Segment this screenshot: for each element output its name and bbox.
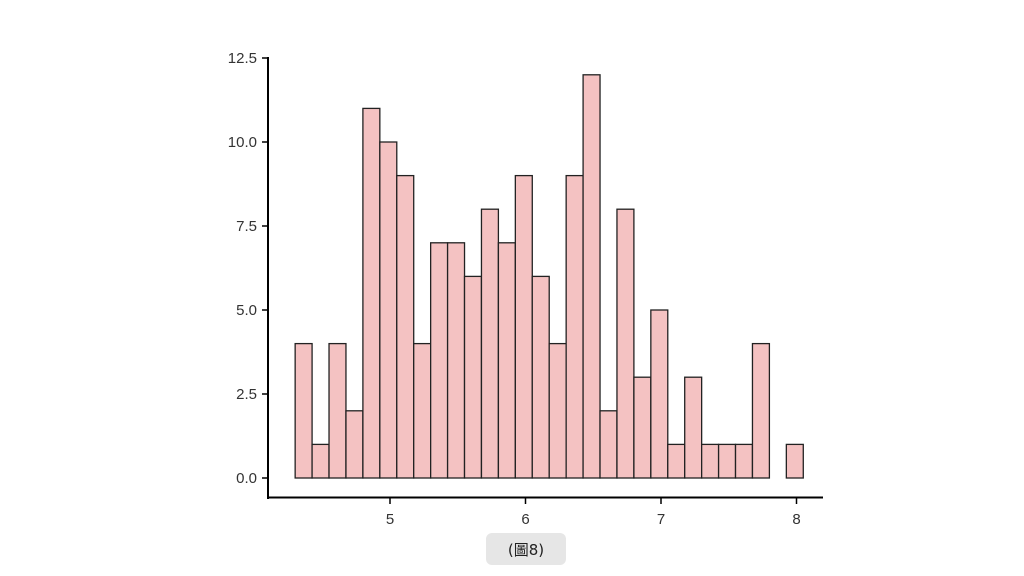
histogram-bar bbox=[362, 107, 381, 479]
histogram-bar bbox=[701, 443, 720, 479]
histogram-bar bbox=[599, 410, 618, 479]
histogram-bar bbox=[446, 242, 466, 479]
y-tick-label: 5.0 bbox=[236, 302, 257, 319]
histogram-bar bbox=[514, 174, 533, 479]
histogram-bar bbox=[379, 141, 398, 479]
histogram-bar bbox=[531, 275, 550, 479]
histogram-bar bbox=[463, 275, 483, 479]
histogram-bar bbox=[480, 208, 500, 479]
histogram-bar bbox=[311, 443, 330, 479]
histogram-bar bbox=[582, 74, 601, 479]
histogram-bar bbox=[650, 309, 669, 479]
histogram-bar bbox=[429, 242, 449, 479]
y-tick-label: 10.0 bbox=[228, 134, 257, 151]
histogram-bar bbox=[294, 342, 313, 479]
histogram-bar bbox=[785, 443, 804, 479]
x-tick-label: 6 bbox=[521, 511, 529, 528]
histogram-bar bbox=[717, 443, 737, 479]
y-tick-label: 0.0 bbox=[236, 470, 257, 487]
histogram-bar bbox=[565, 174, 584, 479]
histogram-bar bbox=[497, 242, 516, 479]
histogram-bar bbox=[413, 342, 432, 479]
histogram-bar bbox=[734, 443, 754, 479]
figure-caption: (圖8) bbox=[486, 533, 566, 565]
histogram-bar bbox=[667, 443, 686, 479]
x-tick-label: 7 bbox=[657, 511, 665, 528]
x-tick-label: 5 bbox=[386, 511, 394, 528]
histogram-bar bbox=[396, 174, 415, 479]
y-tick-label: 2.5 bbox=[236, 386, 257, 403]
histogram-bar bbox=[751, 342, 771, 479]
chart-axes: 0.0 2.5 5.0 7.5 10.0 12.5 5 6 7 8 bbox=[228, 50, 823, 528]
x-tick-label: 8 bbox=[792, 511, 800, 528]
histogram-bar bbox=[684, 376, 703, 479]
y-tick-label: 7.5 bbox=[236, 218, 257, 235]
histogram-bar bbox=[633, 376, 652, 479]
histogram-bar bbox=[345, 410, 364, 479]
histogram-bar bbox=[328, 342, 347, 479]
histogram-bars bbox=[294, 74, 804, 479]
y-tick-label: 12.5 bbox=[228, 50, 257, 67]
histogram-bar bbox=[616, 208, 635, 479]
histogram-bar bbox=[548, 342, 567, 479]
